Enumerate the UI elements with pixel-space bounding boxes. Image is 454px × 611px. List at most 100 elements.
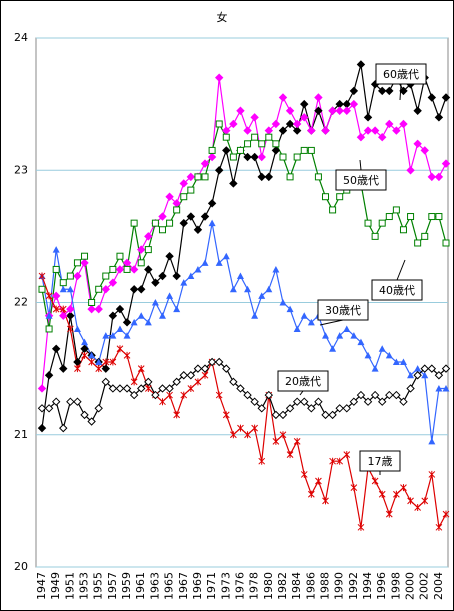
marker: [159, 398, 166, 406]
marker: [322, 332, 330, 339]
marker: [300, 99, 309, 109]
marker: [215, 120, 223, 128]
marker: [123, 332, 131, 339]
marker: [222, 252, 230, 260]
marker: [186, 212, 196, 221]
x-tick-label: 1957: [106, 572, 119, 600]
marker: [414, 239, 422, 247]
marker: [243, 126, 252, 135]
marker: [108, 278, 118, 287]
marker: [285, 106, 295, 115]
marker: [137, 365, 145, 373]
marker: [356, 132, 366, 142]
marker: [180, 193, 188, 201]
marker: [272, 265, 280, 273]
marker: [166, 391, 173, 399]
y-tick-label: 21: [14, 428, 28, 441]
marker: [207, 152, 217, 162]
marker: [251, 312, 259, 319]
marker: [229, 377, 238, 387]
x-tick-label: 1978: [248, 572, 261, 600]
marker: [102, 358, 110, 366]
marker: [392, 358, 400, 366]
marker: [300, 470, 308, 478]
marker: [300, 113, 309, 122]
marker: [434, 172, 444, 182]
marker: [201, 371, 209, 379]
legend-label: 60歳代: [383, 68, 419, 81]
marker: [385, 510, 393, 518]
marker: [428, 470, 436, 478]
marker: [44, 404, 54, 413]
marker: [151, 299, 159, 306]
marker: [442, 510, 450, 518]
marker: [236, 384, 245, 393]
marker: [378, 345, 386, 352]
marker: [244, 431, 251, 439]
marker: [258, 140, 266, 148]
marker: [73, 259, 81, 267]
marker: [116, 252, 124, 260]
marker: [66, 304, 75, 314]
marker: [229, 119, 238, 129]
marker: [243, 390, 252, 400]
marker: [357, 338, 365, 346]
marker: [129, 285, 139, 294]
marker: [371, 365, 379, 372]
marker: [370, 390, 380, 400]
marker: [293, 437, 301, 445]
marker: [321, 410, 330, 420]
marker: [427, 172, 437, 182]
marker: [244, 285, 252, 293]
marker: [322, 497, 329, 505]
marker: [151, 278, 160, 287]
marker: [278, 93, 288, 102]
marker: [413, 371, 422, 380]
marker: [193, 225, 203, 234]
marker: [336, 193, 344, 201]
marker: [335, 106, 344, 115]
series-line: [41, 77, 447, 389]
marker: [81, 351, 88, 359]
x-tick-label: 1961: [134, 572, 147, 600]
x-tick-label: 1959: [120, 572, 133, 600]
marker: [94, 304, 103, 314]
marker: [414, 503, 422, 511]
marker: [229, 153, 237, 161]
marker: [350, 332, 358, 339]
marker: [59, 423, 68, 433]
x-tick-label: 1984: [290, 572, 303, 600]
marker: [144, 232, 153, 241]
legend-label: 20歳代: [285, 375, 321, 388]
marker: [109, 358, 117, 366]
series-line: [41, 64, 447, 429]
marker: [356, 60, 366, 69]
x-tick-label: 2000: [404, 572, 417, 600]
marker: [80, 410, 89, 420]
marker: [129, 265, 139, 274]
marker: [214, 73, 224, 82]
marker: [371, 477, 379, 485]
marker: [81, 338, 89, 346]
marker: [407, 497, 414, 505]
marker: [222, 364, 231, 373]
callout-pointer: [359, 159, 362, 171]
marker: [207, 199, 217, 208]
marker: [151, 219, 159, 227]
x-tick-label: 2002: [418, 572, 431, 600]
marker: [74, 365, 81, 373]
marker: [44, 371, 54, 380]
marker: [307, 146, 315, 154]
x-tick-label: 1994: [361, 572, 374, 600]
series-line: [42, 361, 447, 431]
marker: [130, 219, 138, 227]
marker: [94, 404, 103, 413]
marker: [137, 384, 146, 393]
marker: [435, 213, 443, 221]
marker: [300, 397, 309, 406]
marker: [328, 410, 337, 420]
marker: [87, 417, 96, 426]
marker: [88, 358, 95, 366]
marker: [250, 113, 259, 122]
